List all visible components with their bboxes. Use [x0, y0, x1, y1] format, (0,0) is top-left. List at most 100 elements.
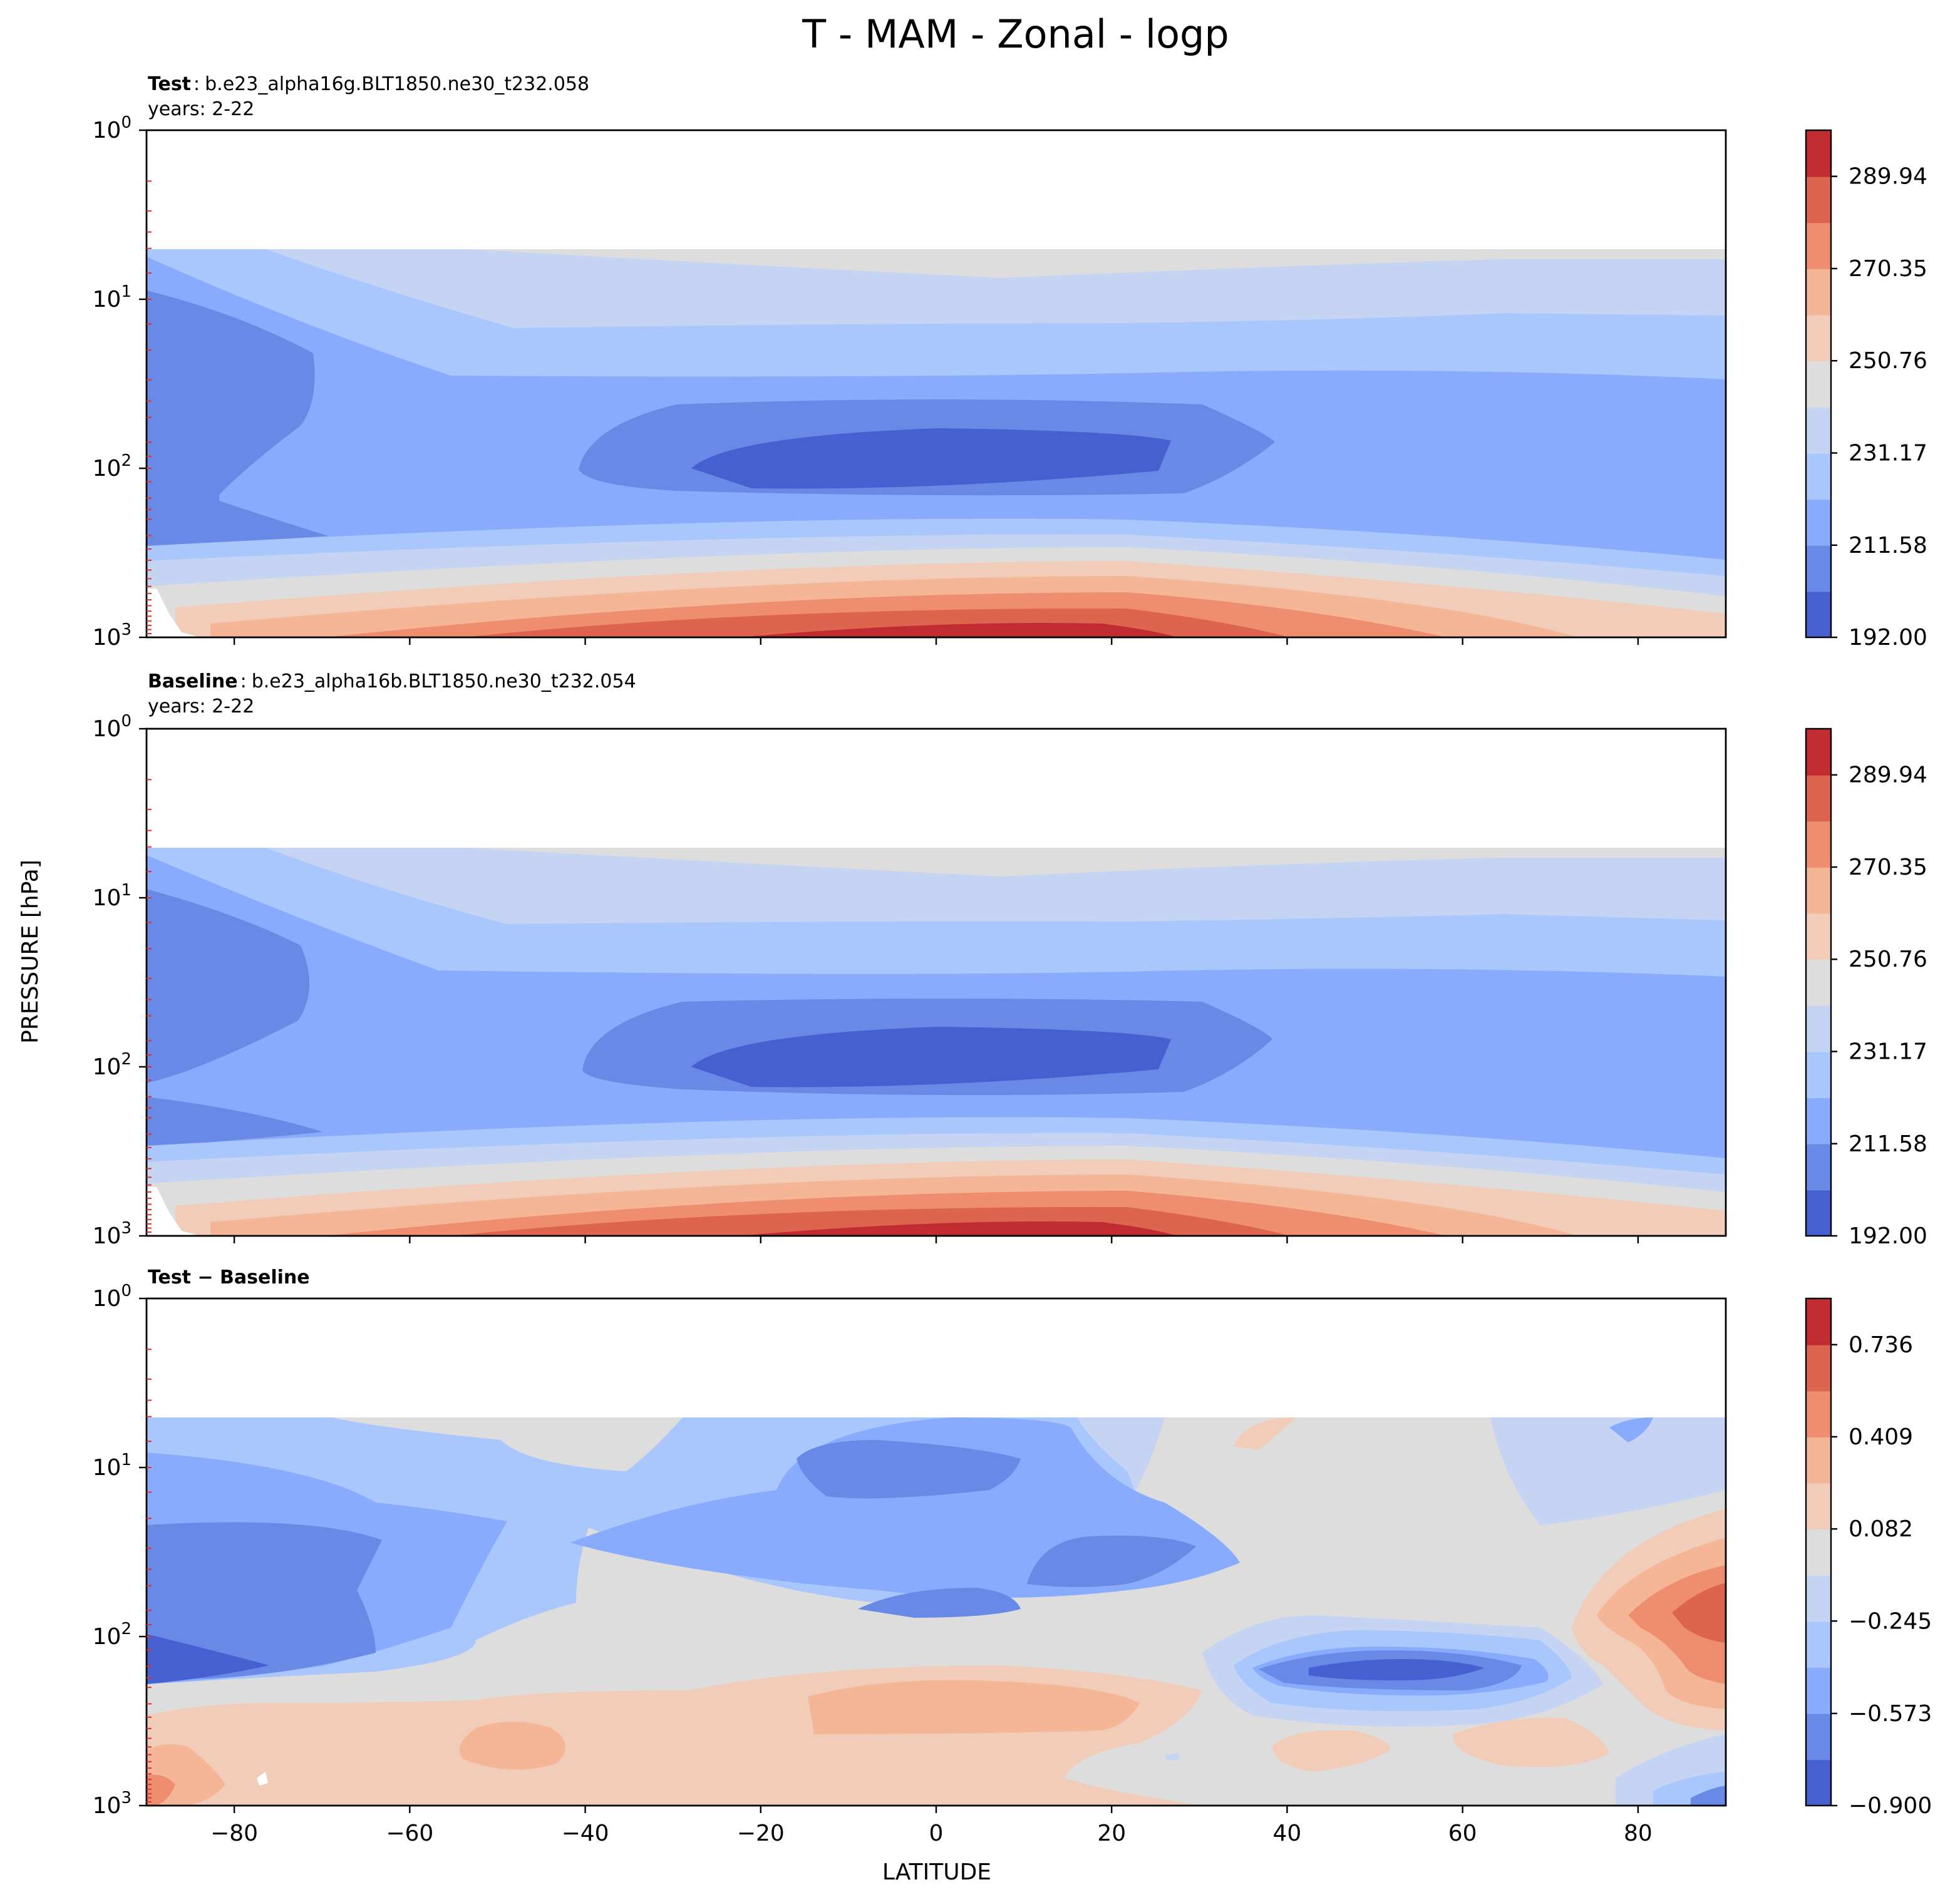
- colorbar-tick-label: 250.76: [1849, 947, 1927, 972]
- colorbar-tick-label: 192.00: [1849, 625, 1927, 650]
- y-tick-base: 10: [93, 1793, 121, 1819]
- y-tick-label: 103: [93, 1219, 132, 1249]
- y-tick-label: 101: [93, 881, 132, 911]
- colorbar-segment: [1806, 176, 1831, 224]
- colorbar-segment: [1806, 866, 1831, 914]
- y-tick-base: 10: [93, 118, 121, 143]
- colorbar-tick-label: −0.900: [1849, 1793, 1932, 1819]
- y-tick-exponent: 2: [121, 1050, 132, 1069]
- colorbar-test: 192.00 211.58 231.17 250.76 270.35 289.94: [1805, 129, 1927, 650]
- colorbar-segment: [1806, 499, 1831, 546]
- colorbar-tick-label: −0.573: [1849, 1701, 1932, 1727]
- y-tick-exponent: 0: [121, 113, 132, 132]
- colorbar-tick-label: 211.58: [1849, 533, 1927, 558]
- y-tick-base: 10: [93, 1223, 121, 1249]
- colorbar-segment: [1806, 1759, 1831, 1806]
- colorbar-segment: [1806, 1667, 1831, 1714]
- y-tick-base: 10: [93, 1455, 121, 1481]
- y-tick-label: 100: [93, 1282, 132, 1312]
- y-tick-base: 10: [93, 1286, 121, 1312]
- colorbar-segment: [1806, 130, 1831, 177]
- y-tick-label: 100: [93, 113, 132, 143]
- colorbar-segment: [1806, 1298, 1831, 1345]
- y-tick-base: 10: [93, 716, 121, 742]
- colorbar-tick-label: 192.00: [1849, 1223, 1927, 1249]
- y-tick-exponent: 3: [121, 1789, 132, 1807]
- colorbar-segment: [1806, 1529, 1831, 1576]
- y-tick-exponent: 1: [121, 282, 132, 301]
- colorbar-segment: [1806, 268, 1831, 316]
- y-tick-exponent: 2: [121, 451, 132, 470]
- colorbar-segment: [1806, 545, 1831, 592]
- y-axis-label: PRESSURE [hPa]: [18, 860, 43, 1044]
- contour-field-diff: [147, 1298, 1726, 1806]
- colorbar-segment: [1806, 406, 1831, 454]
- y-tick-label: 101: [93, 282, 132, 312]
- colorbar-segment: [1806, 1575, 1831, 1622]
- x-tick-label: 80: [1624, 1821, 1653, 1846]
- colorbar-segment: [1806, 1344, 1831, 1392]
- colorbar-tick-label: 250.76: [1849, 348, 1927, 374]
- colorbar-tick-label: 0.409: [1849, 1424, 1913, 1450]
- panel-test-years: years: 2-22: [148, 98, 254, 120]
- colorbar-tick-label: 231.17: [1849, 441, 1927, 466]
- colorbar-segment: [1806, 1483, 1831, 1530]
- colorbar-segment: [1806, 361, 1831, 408]
- colorbar-diff: −0.900 −0.573 −0.245 0.082 0.409 0.736: [1805, 1297, 1932, 1819]
- y-tick-label: 100: [93, 712, 132, 742]
- x-tick-label: −80: [210, 1821, 258, 1846]
- y-tick-exponent: 2: [121, 1620, 132, 1638]
- figure-title: T - MAM - Zonal - logp: [802, 11, 1229, 57]
- colorbar-segment: [1806, 1005, 1831, 1052]
- colorbar-segment: [1806, 821, 1831, 868]
- panel-baseline-heading: Baseline: b.e23_alpha16b.BLT1850.ne30_t23…: [148, 671, 636, 692]
- colorbar-segment: [1806, 959, 1831, 1006]
- y-tick-label: 103: [93, 1789, 132, 1819]
- y-tick-base: 10: [93, 1624, 121, 1650]
- colorbar-segment: [1806, 222, 1831, 269]
- colorbar-segment: [1806, 1391, 1831, 1437]
- panel-baseline-years: years: 2-22: [148, 696, 254, 717]
- panel-diff: Test − Baseline: [93, 1267, 1932, 1846]
- colorbar-tick-label: 231.17: [1849, 1039, 1927, 1065]
- y-tick-base: 10: [93, 625, 121, 650]
- y-tick-label: 102: [93, 1620, 132, 1650]
- panel-test-heading: Test: b.e23_alpha16g.BLT1850.ne30_t232.05…: [148, 73, 589, 95]
- colorbar-segment: [1806, 729, 1831, 776]
- colorbar-segment: [1806, 1098, 1831, 1144]
- x-axis-label: LATITUDE: [882, 1859, 991, 1885]
- colorbar-segment: [1806, 1190, 1831, 1236]
- colorbar-frame: [1805, 1297, 1832, 1807]
- y-tick-exponent: 1: [121, 1451, 132, 1469]
- colorbar-segment: [1806, 591, 1831, 638]
- colorbar-segment: [1806, 1051, 1831, 1099]
- y-tick-exponent: 0: [121, 712, 132, 731]
- colorbar-tick-label: 270.35: [1849, 855, 1927, 880]
- y-tick-base: 10: [93, 456, 121, 481]
- y-tick-exponent: 3: [121, 620, 132, 639]
- y-tick-exponent: 0: [121, 1282, 132, 1300]
- colorbar-tick-label: 289.94: [1849, 164, 1927, 190]
- panel-baseline-x-ticks: [233, 1236, 1639, 1243]
- colorbar-baseline: 192.00 211.58 231.17 250.76 270.35 289.94: [1805, 727, 1927, 1249]
- panel-baseline: Baseline: b.e23_alpha16b.BLT1850.ne30_t23…: [93, 671, 1927, 1249]
- contour-field-baseline: [147, 729, 1726, 1236]
- colorbar-segment: [1806, 453, 1831, 500]
- x-tick-label: 20: [1097, 1821, 1126, 1846]
- colorbar-tick-label: 270.35: [1849, 256, 1927, 282]
- x-tick-label: −20: [737, 1821, 785, 1846]
- y-tick-label: 102: [93, 1050, 132, 1080]
- colorbar-segment: [1806, 314, 1831, 362]
- x-tick-label: 60: [1448, 1821, 1477, 1846]
- x-tick-label: 40: [1273, 1821, 1302, 1846]
- y-tick-label: 101: [93, 1451, 132, 1481]
- y-tick-exponent: 1: [121, 881, 132, 900]
- x-tick-label: −60: [386, 1821, 433, 1846]
- colorbar-frame: [1805, 129, 1832, 639]
- colorbar-tick-label: −0.245: [1849, 1608, 1932, 1634]
- y-tick-label: 103: [93, 620, 132, 650]
- panel-test-x-ticks: [233, 637, 1639, 645]
